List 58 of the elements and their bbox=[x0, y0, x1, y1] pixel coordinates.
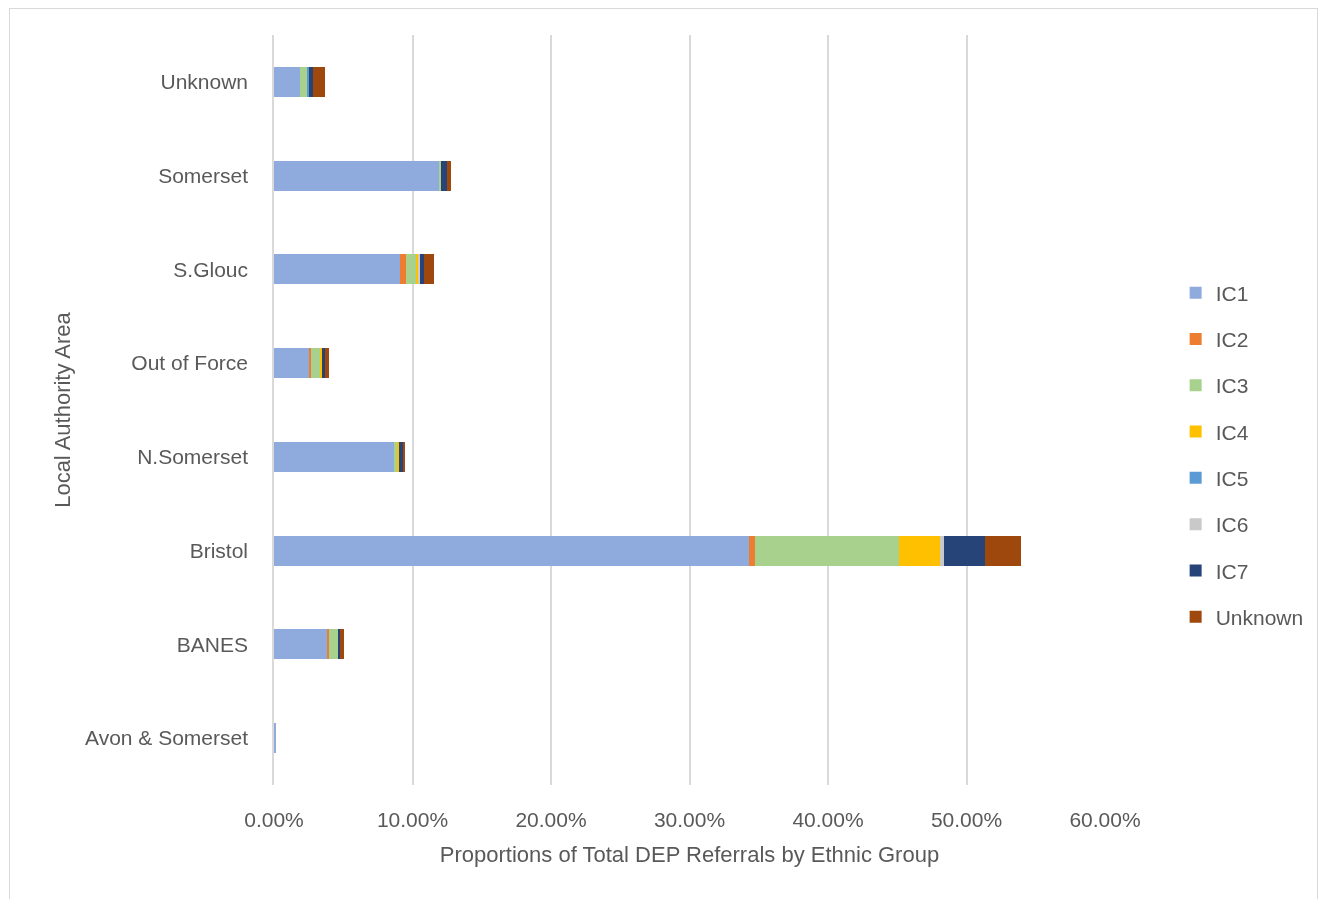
legend-label: IC2 bbox=[1215, 328, 1249, 352]
legend-label: IC5 bbox=[1215, 467, 1249, 491]
legend-label: IC7 bbox=[1215, 559, 1249, 583]
bar bbox=[308, 66, 313, 97]
x-axis-title: Proportions of Total DEP Referrals by Ethnic Group bbox=[439, 841, 940, 867]
bar bbox=[306, 66, 309, 97]
y-tick-label: Somerset bbox=[158, 163, 249, 187]
bar bbox=[898, 535, 941, 566]
y-tick-label: Bristol bbox=[189, 538, 249, 562]
bar bbox=[327, 629, 330, 660]
bar bbox=[300, 66, 307, 97]
bar bbox=[398, 441, 403, 472]
bar bbox=[944, 535, 985, 566]
bar bbox=[312, 66, 325, 97]
bar bbox=[406, 254, 416, 285]
bar bbox=[440, 160, 448, 191]
legend-label: IC1 bbox=[1215, 281, 1249, 305]
legend-label: IC6 bbox=[1215, 513, 1249, 537]
x-tick-label: 0.00% bbox=[244, 808, 304, 831]
bar bbox=[274, 66, 301, 97]
bar bbox=[447, 160, 452, 191]
legend-label: IC4 bbox=[1215, 420, 1249, 444]
x-tick-label: 60.00% bbox=[1069, 808, 1141, 831]
legend-label: IC3 bbox=[1215, 374, 1249, 398]
bar bbox=[438, 160, 441, 191]
y-tick-label: Out of Force bbox=[131, 351, 249, 375]
bar bbox=[274, 535, 750, 566]
bar bbox=[308, 348, 311, 379]
bar bbox=[984, 535, 1021, 566]
bar bbox=[402, 441, 405, 472]
x-tick-label: 10.00% bbox=[376, 808, 449, 831]
y-tick-label: S.Glouc bbox=[173, 257, 249, 281]
y-tick-label: Unknown bbox=[160, 70, 249, 94]
bar bbox=[420, 254, 425, 285]
bar bbox=[400, 254, 407, 285]
bar bbox=[274, 348, 309, 379]
bar bbox=[339, 629, 344, 660]
legend-label: Unknown bbox=[1215, 605, 1304, 629]
bar bbox=[274, 160, 439, 191]
y-tick-label: N.Somerset bbox=[137, 445, 249, 469]
bar bbox=[274, 441, 395, 472]
bar bbox=[274, 254, 401, 285]
y-axis-title: Local Authority Area bbox=[50, 311, 76, 508]
y-tick-label: Avon & Somerset bbox=[85, 726, 249, 750]
bar bbox=[424, 254, 434, 285]
bar bbox=[324, 348, 329, 379]
x-tick-label: 20.00% bbox=[515, 808, 587, 831]
x-tick-label: 50.00% bbox=[930, 808, 1003, 831]
bar bbox=[940, 535, 945, 566]
bar bbox=[749, 535, 755, 566]
bar bbox=[310, 348, 321, 379]
bar bbox=[274, 629, 328, 660]
bar bbox=[754, 535, 899, 566]
y-tick-label: BANES bbox=[176, 632, 249, 656]
bar bbox=[337, 629, 340, 660]
bar bbox=[329, 629, 338, 660]
x-tick-label: 30.00% bbox=[653, 808, 726, 831]
x-tick-label: 40.00% bbox=[792, 808, 864, 831]
